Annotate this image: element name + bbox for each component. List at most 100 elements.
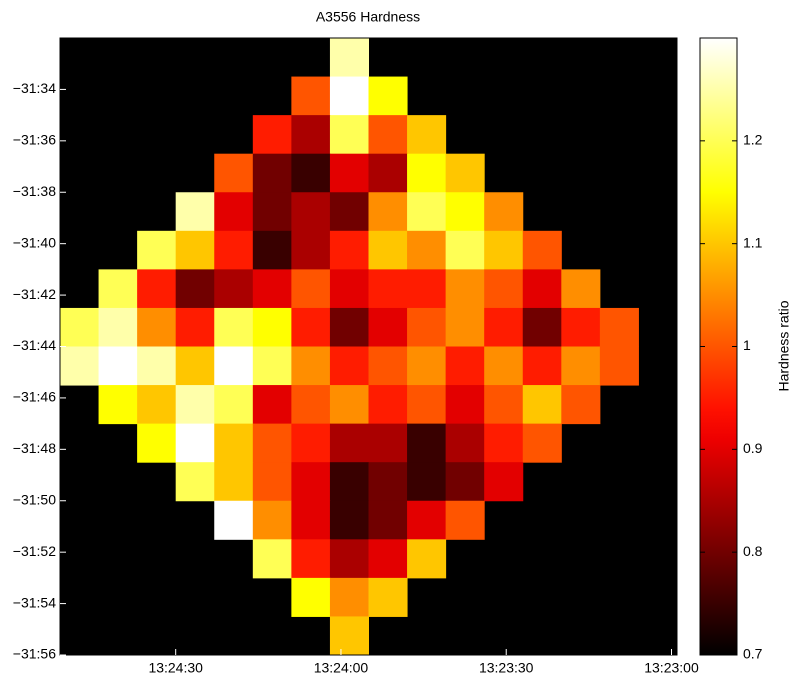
heat-cell [561, 346, 601, 386]
heat-cell [252, 462, 292, 502]
heat-cell [291, 115, 331, 155]
heat-cell [98, 385, 138, 425]
y-tick-label: −31:40 [13, 234, 56, 250]
heat-cell [329, 115, 369, 155]
heat-cell [407, 115, 447, 155]
heat-cell [252, 307, 292, 347]
colorbar-label: Hardness ratio [776, 300, 792, 391]
heat-cell [60, 307, 100, 347]
heat-cell [445, 346, 485, 386]
y-tick-label: −31:48 [13, 440, 56, 456]
heat-cell [252, 385, 292, 425]
heat-cell [291, 76, 331, 116]
colorbar-tick-label: 0.7 [743, 646, 763, 662]
heat-cell [522, 230, 562, 270]
y-tick-label: −31:38 [13, 183, 56, 199]
heat-cell [445, 192, 485, 232]
heat-cell [137, 269, 177, 309]
heat-cell [407, 192, 447, 232]
y-tick-label: −31:52 [13, 543, 56, 559]
heat-cell [407, 539, 447, 579]
y-tick-label: −31:42 [13, 286, 56, 302]
heat-cell [445, 462, 485, 502]
heat-cell [407, 462, 447, 502]
heat-cell [98, 307, 138, 347]
heat-cell [137, 307, 177, 347]
colorbar-tick-label: 1.2 [743, 132, 763, 148]
heat-cell [329, 385, 369, 425]
y-tick-label: −31:50 [13, 491, 56, 507]
heat-cell [291, 423, 331, 463]
y-tick-label: −31:44 [13, 337, 56, 353]
heat-cell [329, 76, 369, 116]
heat-cell [291, 346, 331, 386]
heat-cell [329, 192, 369, 232]
heat-cell [252, 115, 292, 155]
heat-cell [175, 385, 215, 425]
heat-cell [137, 423, 177, 463]
heat-cell [484, 346, 524, 386]
heat-cell [599, 307, 639, 347]
heat-cell [368, 385, 408, 425]
heat-cell [252, 346, 292, 386]
heat-cell [407, 500, 447, 540]
heat-cell [291, 153, 331, 193]
chart-title: A3556 Hardness [316, 9, 420, 25]
heat-cell [291, 385, 331, 425]
heat-cell [522, 346, 562, 386]
heat-cell [561, 385, 601, 425]
heat-cell [522, 423, 562, 463]
heat-cell [368, 500, 408, 540]
heat-cell [407, 385, 447, 425]
y-tick-label: −31:36 [13, 132, 56, 148]
colorbar-tick-label: 1.1 [743, 234, 763, 250]
heat-cell [291, 462, 331, 502]
heat-cell [329, 153, 369, 193]
heat-cell [175, 230, 215, 270]
x-tick-label: 13:23:00 [644, 660, 699, 676]
heat-cell [368, 230, 408, 270]
heat-cell [214, 269, 254, 309]
heat-cell [445, 153, 485, 193]
y-tick-label: −31:54 [13, 594, 56, 610]
heat-cell [445, 423, 485, 463]
heat-cell [175, 346, 215, 386]
heat-cell [329, 539, 369, 579]
heat-cell [445, 385, 485, 425]
colorbar-tick-label: 0.9 [743, 440, 763, 456]
heat-cell [407, 307, 447, 347]
heat-cell [407, 230, 447, 270]
heat-cell [214, 385, 254, 425]
heat-cell [368, 462, 408, 502]
colorbar-tick-label: 1 [743, 337, 751, 353]
heat-cell [137, 346, 177, 386]
heat-cell [522, 307, 562, 347]
heat-cell [175, 307, 215, 347]
heat-cell [368, 539, 408, 579]
heat-cell [368, 153, 408, 193]
heat-cell [329, 269, 369, 309]
heat-cell [445, 307, 485, 347]
heat-cell [445, 269, 485, 309]
y-tick-label: −31:46 [13, 389, 56, 405]
heat-cell [175, 423, 215, 463]
heat-cell [252, 500, 292, 540]
heat-cell [214, 500, 254, 540]
heat-cell [522, 269, 562, 309]
heatmap [60, 38, 639, 656]
heat-cell [137, 385, 177, 425]
heat-cell [252, 423, 292, 463]
heat-cell [329, 38, 369, 78]
heat-cell [214, 192, 254, 232]
heat-cell [291, 230, 331, 270]
x-tick-label: 13:24:00 [314, 660, 369, 676]
heat-cell [445, 230, 485, 270]
heat-cell [98, 346, 138, 386]
heat-cell [407, 269, 447, 309]
heat-cell [407, 153, 447, 193]
heat-cell [329, 230, 369, 270]
y-tick-label: −31:34 [13, 80, 56, 96]
heat-cell [252, 153, 292, 193]
heat-cell [98, 269, 138, 309]
